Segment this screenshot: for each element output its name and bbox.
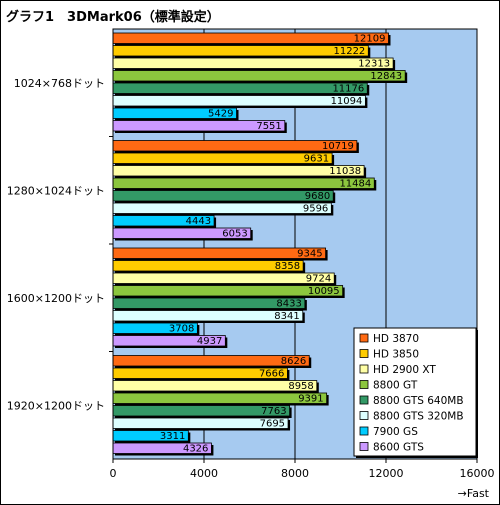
bar bbox=[112, 380, 318, 392]
legend-swatch bbox=[359, 364, 369, 374]
bar bbox=[112, 95, 366, 107]
bar bbox=[112, 272, 335, 284]
data-label: 4326 bbox=[183, 444, 208, 455]
legend-swatch bbox=[359, 426, 369, 436]
category-label: 1600×1200ドット bbox=[7, 292, 105, 305]
data-label: 7763 bbox=[261, 406, 286, 417]
data-label: 9345 bbox=[297, 249, 322, 260]
legend-swatch bbox=[359, 411, 369, 420]
legend-label: 8600 GTS bbox=[373, 442, 424, 454]
x-tick-label: 0 bbox=[110, 467, 117, 480]
legend-label: HD 3850 bbox=[373, 349, 419, 361]
data-label: 9724 bbox=[306, 274, 331, 285]
legend-swatch bbox=[359, 380, 369, 389]
category-label: 1024×768ドット bbox=[14, 77, 105, 90]
bar bbox=[112, 70, 406, 82]
category-label: 1920×1200ドット bbox=[7, 399, 105, 412]
bar bbox=[112, 45, 369, 57]
data-label: 7551 bbox=[256, 121, 281, 132]
data-label: 9680 bbox=[305, 191, 330, 202]
data-label: 12313 bbox=[358, 59, 390, 70]
x-tick-label: 4000 bbox=[190, 467, 218, 480]
bar bbox=[112, 57, 394, 69]
data-label: 10095 bbox=[308, 286, 340, 297]
x-tick-label: 16000 bbox=[460, 467, 495, 480]
data-label: 8958 bbox=[288, 381, 313, 392]
chart-title: グラフ1 3DMark06（標準設定） bbox=[6, 10, 220, 25]
legend-swatch bbox=[359, 395, 369, 405]
legend-label: 8800 GTS 640MB bbox=[373, 395, 464, 407]
data-label: 4443 bbox=[186, 216, 211, 227]
x-axis-label: →Fast bbox=[458, 487, 490, 500]
legend-label: 8800 GTS 320MB bbox=[373, 411, 464, 423]
data-label: 9631 bbox=[304, 154, 329, 165]
data-label: 4937 bbox=[197, 336, 222, 347]
legend-swatch bbox=[359, 349, 369, 358]
legend-label: 7900 GS bbox=[373, 426, 418, 438]
bar bbox=[112, 32, 389, 44]
bar bbox=[112, 190, 334, 202]
bar bbox=[112, 202, 332, 214]
data-label: 7666 bbox=[259, 369, 284, 380]
data-label: 11038 bbox=[329, 166, 361, 177]
data-label: 8341 bbox=[274, 311, 299, 322]
x-tick-label: 12000 bbox=[369, 467, 404, 480]
data-label: 10719 bbox=[322, 141, 354, 152]
data-label: 9596 bbox=[303, 204, 328, 215]
legend-label: HD 2900 XT bbox=[373, 364, 436, 376]
data-label: 7695 bbox=[260, 419, 285, 430]
data-label: 11484 bbox=[339, 179, 371, 190]
data-label: 12109 bbox=[354, 34, 386, 45]
data-label: 3311 bbox=[160, 431, 185, 442]
data-label: 11222 bbox=[333, 46, 365, 57]
legend bbox=[353, 327, 477, 457]
data-label: 9391 bbox=[298, 394, 323, 405]
bar bbox=[112, 247, 326, 259]
legend-label: 8800 GT bbox=[373, 380, 418, 392]
data-label: 11094 bbox=[331, 96, 363, 107]
data-label: 5429 bbox=[208, 109, 233, 120]
bar bbox=[112, 152, 333, 164]
data-label: 12843 bbox=[370, 71, 402, 82]
legend-swatch bbox=[359, 333, 369, 343]
bar bbox=[112, 165, 365, 177]
data-label: 8358 bbox=[275, 261, 300, 272]
bar bbox=[112, 392, 328, 404]
data-label: 6053 bbox=[222, 229, 247, 240]
data-label: 3708 bbox=[169, 324, 194, 335]
legend-swatch bbox=[359, 442, 369, 451]
data-label: 8433 bbox=[276, 299, 301, 310]
x-tick-label: 8000 bbox=[281, 467, 309, 480]
category-label: 1280×1024ドット bbox=[7, 184, 105, 197]
data-label: 8626 bbox=[281, 356, 306, 367]
bar bbox=[112, 177, 375, 189]
bar bbox=[112, 82, 368, 94]
data-label: 11176 bbox=[332, 84, 364, 95]
bar bbox=[112, 140, 358, 152]
legend-label: HD 3870 bbox=[373, 333, 419, 345]
